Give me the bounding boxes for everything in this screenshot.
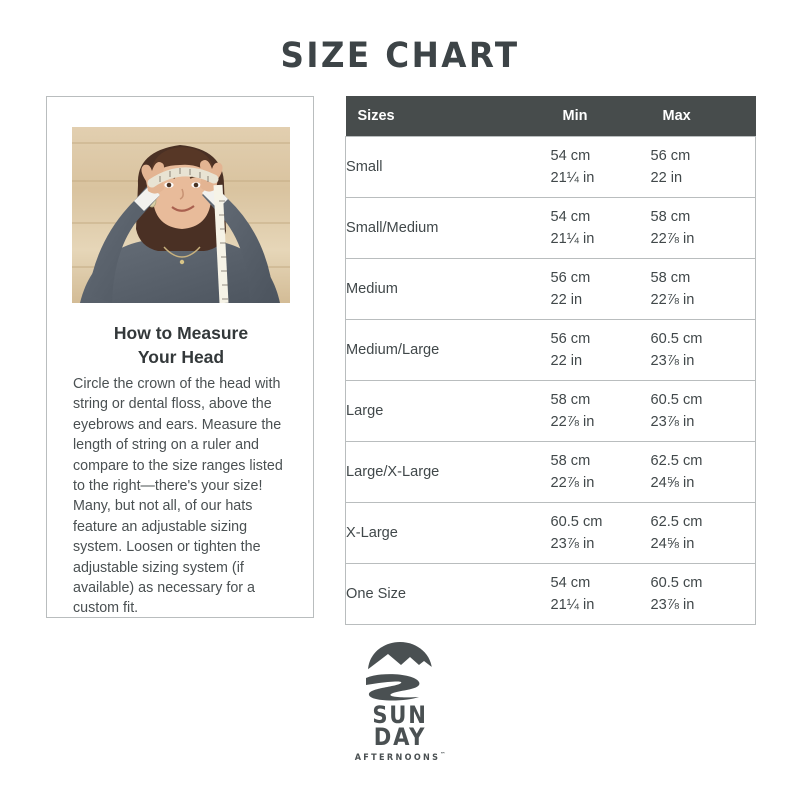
how-to-measure-heading-line2: Your Head [137, 347, 225, 367]
cell-max-cm: 56 cm [650, 147, 691, 164]
column-header-min: Min [550, 96, 651, 136]
how-to-measure-heading-line1: How to Measure [113, 323, 249, 343]
cell-max-cm: 62.5 cm [650, 452, 703, 469]
cell-min-in: 23⅞ in [550, 535, 595, 552]
cell-min-cm: 54 cm [550, 147, 591, 164]
table-row: One Size 54 cm 21¼ in 60.5 cm 23⅞ in [345, 563, 756, 625]
table-row: Medium 56 cm 22 in 58 cm 22⅞ in [345, 258, 756, 320]
how-to-measure-body-text: Circle the crown of the head with string… [73, 376, 283, 617]
cell-max-in: 22 in [650, 169, 683, 186]
cell-size-label: One Size [345, 563, 551, 625]
cell-min-cm: 56 cm [550, 330, 591, 347]
size-chart-table: Sizes Min Max Small 54 cm 21¼ in 56 cm 22 in… [345, 96, 756, 625]
column-header-sizes: Sizes [345, 96, 551, 136]
cell-min-in: 22⅞ in [550, 413, 595, 430]
cell-min-cm: 54 cm [550, 574, 591, 591]
cell-max-cm: 60.5 cm [650, 391, 703, 408]
column-header-max: Max [650, 96, 756, 136]
cell-min-in: 21¼ in [550, 596, 595, 613]
cell-min-in: 22⅞ in [550, 474, 595, 491]
cell-min-cm: 60.5 cm [550, 513, 603, 530]
cell-min-value: 54 cm 21¼ in [550, 135, 651, 198]
cell-max-cm: 58 cm [650, 269, 691, 286]
cell-min-in: 21¼ in [550, 230, 595, 247]
cell-max-value: 60.5 cm 23⅞ in [650, 380, 756, 442]
cell-max-in: 23⅞ in [650, 413, 695, 430]
table-row: Medium/Large 56 cm 22 in 60.5 cm 23⅞ in [345, 319, 756, 381]
cell-max-in: 23⅞ in [650, 596, 695, 613]
cell-max-value: 60.5 cm 23⅞ in [650, 319, 756, 381]
cell-max-value: 62.5 cm 24⅝ in [650, 502, 756, 564]
cell-max-cm: 60.5 cm [650, 574, 703, 591]
cell-min-cm: 54 cm [550, 208, 591, 225]
cell-min-value: 56 cm 22 in [550, 258, 651, 320]
cell-min-in: 22 in [550, 352, 583, 369]
table-row: Small/Medium 54 cm 21¼ in 58 cm 22⅞ in [345, 197, 756, 259]
cell-size-label: Medium/Large [345, 319, 551, 381]
brand-logo-subtitle: AFTERNOONS™ [40, 752, 760, 763]
brand-logo: SUN DAY AFTERNOONS™ [0, 640, 800, 763]
cell-min-value: 60.5 cm 23⅞ in [550, 502, 651, 564]
cell-size-label: Large [345, 380, 551, 442]
cell-min-in: 21¼ in [550, 169, 595, 186]
page-title: SIZE CHART [280, 36, 520, 76]
cell-max-value: 58 cm 22⅞ in [650, 258, 756, 320]
cell-max-cm: 58 cm [650, 208, 691, 225]
measuring-head-photo [72, 127, 290, 303]
table-row: Large/X-Large 58 cm 22⅞ in 62.5 cm 24⅝ in [345, 441, 756, 503]
cell-min-value: 54 cm 21¼ in [550, 197, 651, 259]
brand-logo-word-sun: SUN [372, 701, 428, 729]
trademark-symbol: ™ [440, 752, 446, 758]
cell-max-in: 22⅞ in [650, 291, 695, 308]
sun-mountain-river-icon [364, 642, 437, 701]
table-row: Large 58 cm 22⅞ in 60.5 cm 23⅞ in [345, 380, 756, 442]
cell-max-in: 24⅝ in [650, 535, 695, 552]
cell-max-value: 58 cm 22⅞ in [650, 197, 756, 259]
cell-min-cm: 58 cm [550, 452, 591, 469]
cell-max-in: 24⅝ in [650, 474, 695, 491]
brand-logo-word-day: DAY [373, 723, 427, 751]
how-to-measure-panel: How to Measure Your Head Circle the crow… [46, 96, 314, 618]
cell-max-in: 23⅞ in [650, 352, 695, 369]
cell-size-label: Small [345, 135, 551, 198]
cell-min-cm: 58 cm [550, 391, 591, 408]
brand-logo-subtitle-text: AFTERNOONS [354, 753, 441, 763]
cell-min-value: 58 cm 22⅞ in [550, 380, 651, 442]
measuring-head-photo-illustration [72, 127, 290, 303]
cell-min-in: 22 in [550, 291, 583, 308]
cell-size-label: Medium [345, 258, 551, 320]
size-chart-table-head: Sizes Min Max [345, 96, 756, 136]
table-row: Small 54 cm 21¼ in 56 cm 22 in [345, 135, 756, 198]
cell-size-label: X-Large [345, 502, 551, 564]
brand-logo-wordmark: SUN DAY [48, 701, 752, 751]
cell-min-cm: 56 cm [550, 269, 591, 286]
cell-min-value: 56 cm 22 in [550, 319, 651, 381]
cell-max-in: 22⅞ in [650, 230, 695, 247]
cell-max-cm: 60.5 cm [650, 330, 703, 347]
cell-max-cm: 62.5 cm [650, 513, 703, 530]
cell-min-value: 54 cm 21¼ in [550, 563, 651, 625]
cell-max-value: 60.5 cm 23⅞ in [650, 563, 756, 625]
cell-min-value: 58 cm 22⅞ in [550, 441, 651, 503]
size-chart-table-body: Small 54 cm 21¼ in 56 cm 22 in Small/Medium 54… [345, 135, 756, 625]
table-header-row: Sizes Min Max [345, 96, 756, 136]
cell-max-value: 56 cm 22 in [650, 135, 756, 198]
cell-size-label: Large/X-Large [345, 441, 551, 503]
how-to-measure-heading: How to Measure Your Head [61, 321, 301, 369]
cell-size-label: Small/Medium [345, 197, 551, 259]
table-row: X-Large 60.5 cm 23⅞ in 62.5 cm 24⅝ in [345, 502, 756, 564]
cell-max-value: 62.5 cm 24⅝ in [650, 441, 756, 503]
